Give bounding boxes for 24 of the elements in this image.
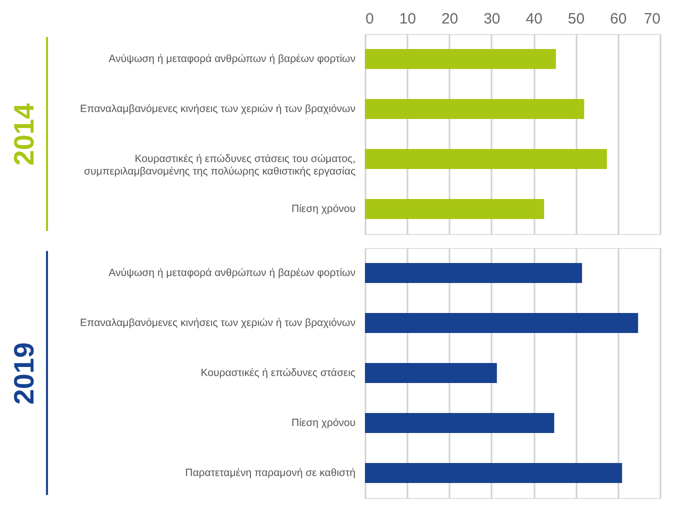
x-tick-label: 0 <box>366 10 374 28</box>
x-tick-label: 60 <box>610 10 627 28</box>
bar <box>365 463 622 483</box>
bar <box>365 413 554 433</box>
y-axis-title: 2014 <box>8 102 40 166</box>
x-tick-label: 20 <box>441 10 458 28</box>
y-tick-label: Επαναλαμβανόμενες κινήσεις των χεριών ή των βραχιόνων <box>80 103 356 115</box>
y-tick-label: Παρατεταμένη παραμονή σε καθιστή <box>185 467 356 479</box>
y-tick-label: Ανύψωση ή μεταφορά ανθρώπων ή βαρέων φορτίων <box>108 267 356 279</box>
bar <box>365 363 497 383</box>
x-tick-label: 70 <box>644 10 660 28</box>
x-tick-label: 50 <box>568 10 585 28</box>
y-axis-title: 2019 <box>8 342 40 405</box>
x-tick-label: 30 <box>484 10 500 28</box>
bar <box>365 263 582 283</box>
y-tick-label: Κουραστικές ή επώδυνες στάσεις <box>200 367 356 379</box>
y-tick-label: Πίεση χρόνου <box>292 203 356 215</box>
x-tick-label: 10 <box>399 10 416 28</box>
y-tick-label: Κουραστικές ή επώδυνες στάσεις του σώματος, συμπεριλαμβανομένης της πολύωρης καθιστικής εργασίας <box>84 153 356 178</box>
y-tick-label: Επαναλαμβανόμενες κινήσεις των χεριών ή των βραχιόνων <box>80 317 356 329</box>
y-tick-label: Ανύψωση ή μεταφορά ανθρώπων ή βαρέων φορτίων <box>108 53 356 65</box>
y-tick-label: Πίεση χρόνου <box>292 417 356 429</box>
bar <box>365 313 638 333</box>
x-tick-label: 40 <box>526 10 542 28</box>
